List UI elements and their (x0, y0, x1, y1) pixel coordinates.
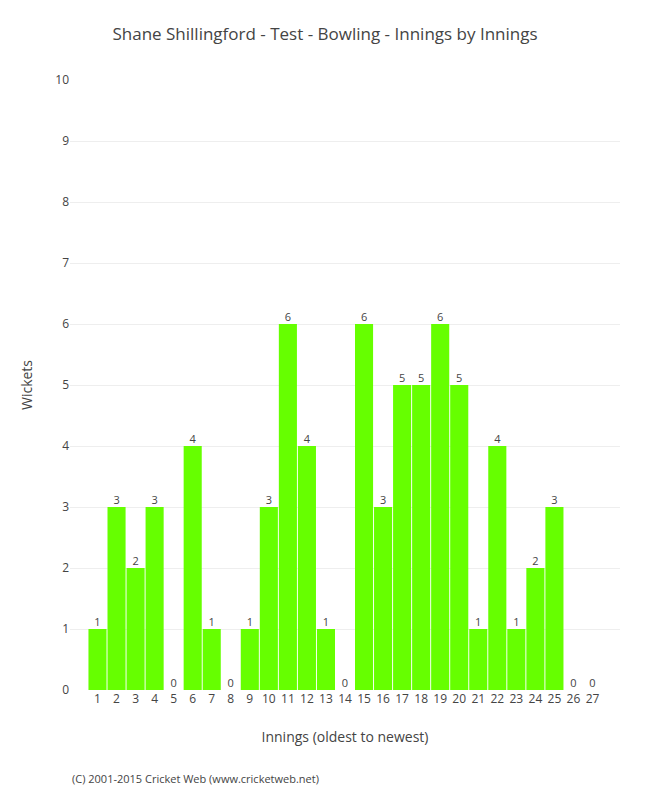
svg-text:4: 4 (151, 690, 158, 707)
svg-text:Wickets: Wickets (17, 360, 36, 410)
svg-text:1: 1 (475, 614, 481, 629)
svg-text:26: 26 (567, 690, 581, 707)
svg-text:15: 15 (357, 690, 371, 707)
svg-text:0: 0 (171, 675, 177, 690)
svg-text:27: 27 (586, 690, 600, 707)
svg-text:20: 20 (452, 690, 466, 707)
svg-text:4: 4 (494, 431, 501, 446)
svg-text:7: 7 (62, 254, 69, 271)
svg-text:12: 12 (300, 690, 314, 707)
svg-text:2: 2 (62, 559, 69, 576)
svg-text:25: 25 (548, 690, 562, 707)
svg-text:5: 5 (170, 690, 177, 707)
svg-text:1: 1 (94, 614, 100, 629)
svg-text:6: 6 (361, 309, 367, 324)
svg-text:1: 1 (323, 614, 329, 629)
svg-text:1: 1 (247, 614, 253, 629)
svg-text:5: 5 (418, 370, 424, 385)
svg-text:10: 10 (55, 71, 69, 88)
svg-text:3: 3 (151, 492, 157, 507)
svg-text:9: 9 (246, 690, 253, 707)
svg-text:18: 18 (414, 690, 428, 707)
svg-text:16: 16 (376, 690, 390, 707)
svg-text:5: 5 (456, 370, 462, 385)
svg-text:6: 6 (437, 309, 443, 324)
svg-text:4: 4 (190, 431, 197, 446)
svg-text:10: 10 (262, 690, 276, 707)
svg-text:1: 1 (209, 614, 215, 629)
svg-text:9: 9 (62, 132, 69, 149)
svg-text:3: 3 (551, 492, 557, 507)
svg-text:6: 6 (62, 315, 69, 332)
svg-text:22: 22 (490, 690, 504, 707)
svg-text:4: 4 (62, 437, 69, 454)
svg-text:4: 4 (304, 431, 311, 446)
svg-text:7: 7 (208, 690, 215, 707)
svg-text:6: 6 (285, 309, 291, 324)
svg-text:0: 0 (228, 675, 234, 690)
svg-text:0: 0 (589, 675, 595, 690)
svg-text:3: 3 (113, 492, 119, 507)
svg-text:23: 23 (509, 690, 523, 707)
svg-text:1: 1 (513, 614, 519, 629)
svg-text:3: 3 (266, 492, 272, 507)
svg-text:24: 24 (529, 690, 543, 707)
svg-text:3: 3 (62, 498, 69, 515)
svg-text:6: 6 (189, 690, 196, 707)
svg-text:19: 19 (433, 690, 447, 707)
svg-text:13: 13 (319, 690, 333, 707)
svg-text:0: 0 (570, 675, 576, 690)
svg-text:5: 5 (399, 370, 405, 385)
svg-text:8: 8 (227, 690, 234, 707)
svg-text:14: 14 (338, 690, 352, 707)
svg-text:2: 2 (132, 553, 138, 568)
svg-text:0: 0 (342, 675, 348, 690)
svg-text:3: 3 (380, 492, 386, 507)
svg-text:2: 2 (532, 553, 538, 568)
svg-text:(C) 2001-2015 Cricket Web (www: (C) 2001-2015 Cricket Web (www.cricketwe… (72, 771, 319, 786)
svg-text:0: 0 (62, 681, 69, 698)
svg-text:11: 11 (281, 690, 295, 707)
svg-text:Shane Shillingford - Test - Bo: Shane Shillingford - Test - Bowling - In… (112, 22, 537, 45)
svg-text:5: 5 (62, 376, 69, 393)
svg-text:8: 8 (62, 193, 69, 210)
svg-text:17: 17 (395, 690, 409, 707)
svg-text:1: 1 (62, 620, 69, 637)
svg-text:3: 3 (132, 690, 139, 707)
svg-text:21: 21 (471, 690, 485, 707)
svg-text:1: 1 (94, 690, 101, 707)
svg-text:2: 2 (113, 690, 120, 707)
svg-text:Innings (oldest to newest): Innings (oldest to newest) (262, 727, 429, 746)
